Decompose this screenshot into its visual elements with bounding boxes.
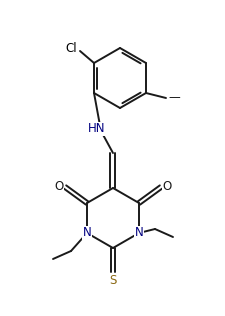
Text: —: — [167,92,179,105]
Text: O: O [162,179,171,192]
Text: N: N [134,227,143,240]
Text: HN: HN [88,123,105,136]
Text: O: O [54,179,63,192]
Text: N: N [82,227,91,240]
Text: Cl: Cl [65,42,77,56]
Text: S: S [109,274,116,287]
